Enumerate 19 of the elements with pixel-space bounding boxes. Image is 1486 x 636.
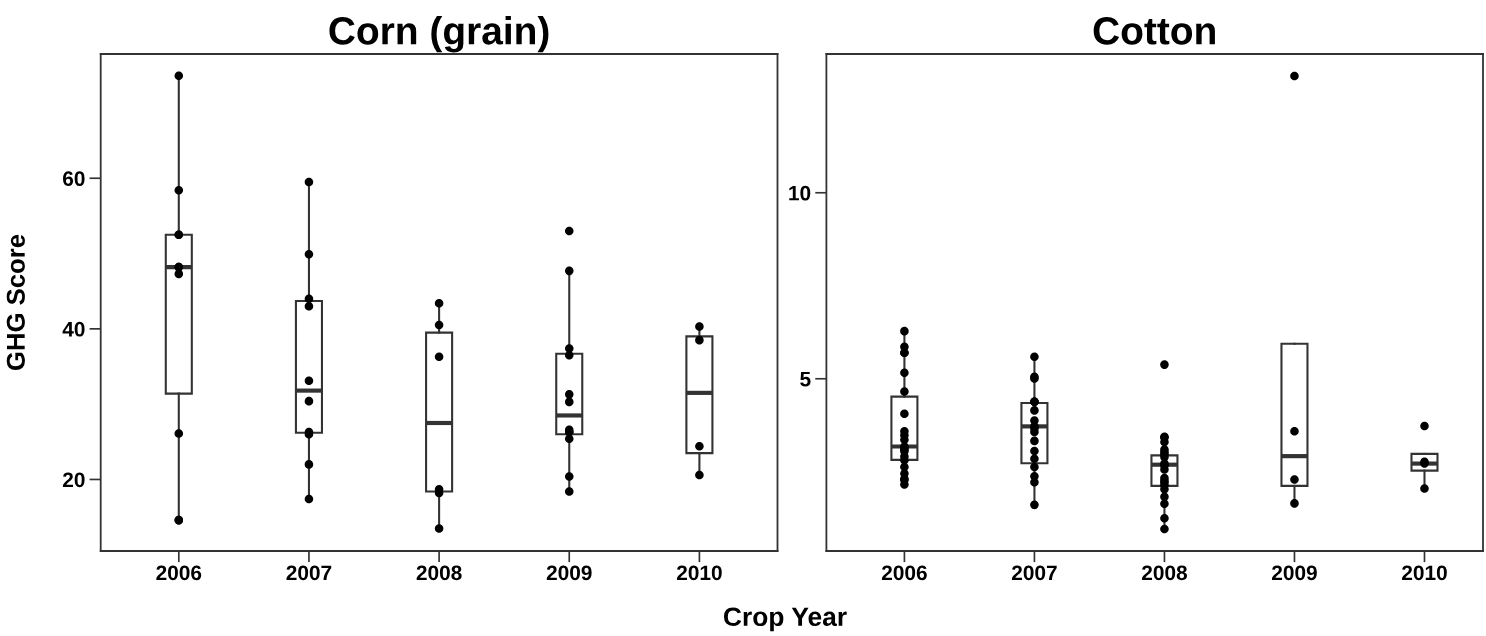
x-tick-label: 2006 xyxy=(881,565,927,581)
x-tick-label: 2006 xyxy=(156,565,202,581)
y-tick-label: 5 xyxy=(800,371,811,387)
x-tick-label: 2007 xyxy=(1011,565,1057,581)
x-tick-label: 2010 xyxy=(1402,565,1447,581)
x-tick-label: 2009 xyxy=(1272,565,1317,581)
chart-title: Corn (grain) xyxy=(329,16,549,53)
chart-title: Cotton xyxy=(1093,17,1215,45)
x-tick-label: 2007 xyxy=(286,565,332,581)
x-axis-title: Crop Year xyxy=(723,607,847,632)
y-tick-label: 40 xyxy=(62,321,85,337)
y-axis-title: GHG Score xyxy=(6,234,25,370)
y-tick-label: 20 xyxy=(62,472,85,488)
y-tick-label: 10 xyxy=(789,185,811,201)
x-tick-label: 2008 xyxy=(416,565,462,581)
x-tick-label: 2009 xyxy=(546,565,592,581)
x-tick-label: 2008 xyxy=(1142,565,1187,581)
y-tick-label: 60 xyxy=(63,171,85,186)
x-tick-label: 2010 xyxy=(676,565,722,581)
